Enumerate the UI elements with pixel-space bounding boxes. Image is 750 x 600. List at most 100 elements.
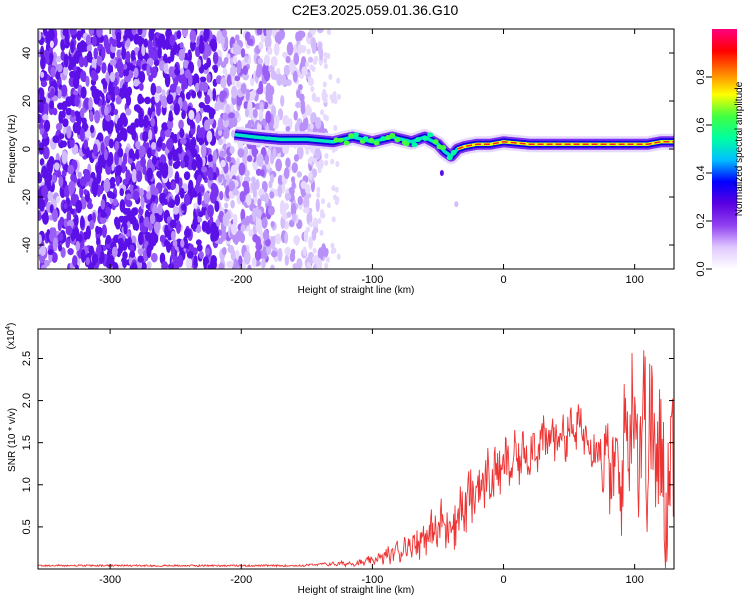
snr-y-ticks: 0.5 1.0 1.5 2.0 2.5 [21,351,674,535]
spectrogram-noise-cell [138,82,144,91]
spectrogram-noise-cell [69,114,77,123]
spectrogram-noise-cell [57,89,62,100]
spectrogram-noise-cell [116,117,123,131]
spectrogram-noise-cell [109,71,116,83]
spectrogram-noise-cell [165,29,171,39]
spectrogram-noise-cell [70,56,77,67]
spectrogram-noise-cell [238,162,246,176]
spectrogram-noise-cell [121,84,128,98]
spectrogram-noise-cell [101,224,108,238]
spectrogram-noise-cell [70,208,75,215]
spectrogram-noise-cell [305,226,310,233]
spectrogram-noise-cell [44,51,51,65]
spectrogram-noise-cell [49,40,54,48]
spectrogram-noise-cell [74,264,79,269]
spectrogram-noise-cell [50,87,55,98]
spectrogram-noise-cell [305,104,310,111]
spectrogram-noise-cell [92,255,99,264]
spectrogram-noise-cell [161,166,169,179]
spectrogram-noise-cell [100,199,106,210]
spectrogram-noise-cell [326,53,331,60]
spectrogram-y-tick-label: -40 [21,237,33,253]
colorbar-tick-label: 0.2 [695,213,707,228]
spectrogram-noise-cell [210,182,218,193]
ridge-blob [352,132,359,138]
spectrogram-noise-cell [195,239,202,246]
spectrogram-noise-cell [167,152,173,161]
spectrogram-noise-cell [198,137,205,146]
spectrogram-noise-cell [314,116,322,129]
colorbar-bar [712,29,737,269]
spectrogram-noise-cell [225,103,231,116]
spectrogram-noise-cell [217,117,224,132]
ridge-peak [457,141,674,150]
spectrogram-noise-cell [252,207,257,216]
spectrogram-noise-cell [122,63,128,70]
spectrogram-noise-cell [39,158,45,166]
spectrogram-noise-cell [180,159,186,169]
spectrogram-noise-cell [63,66,69,76]
spectrogram-noise-cell [41,171,47,179]
spectrogram-noise-cell [209,190,217,204]
spectrogram-noise-cell [284,202,289,211]
spectrogram-x-tick-label: 0 [500,274,506,286]
spectrogram-noise-cell [88,110,94,121]
spectrogram-noise-cell [233,110,240,119]
spectrogram-noise-cell [129,250,135,258]
spectrogram-noise-cell [100,141,105,155]
spectrogram-noise-cell [196,90,202,98]
spectrogram-noise-cell [103,149,108,161]
spectrogram-noise-cell [207,154,213,163]
spectrogram-noise-cell [172,149,178,157]
spectrogram-noise-cell [255,217,262,229]
spectrogram-noise-cell [65,107,73,116]
spectrogram-noise-cell [294,122,299,134]
spectrogram-noise-cell [165,241,172,253]
spectrogram-noise-cell [286,211,292,218]
spectrogram-noise-cell [166,137,174,151]
spectrogram-noise-cell [74,214,79,227]
spectrogram-noise-cell [310,37,317,50]
ridge-blob [343,140,350,146]
spectrogram-noise-cell [111,38,118,48]
spectrogram-noise-cell [334,186,339,193]
spectrogram-noise-cell [255,236,261,248]
spectrogram-noise-cell [140,156,146,168]
ridge-blob [348,133,355,139]
spectrogram-noise-cell [312,157,317,164]
spectrogram-noise-cell [53,162,60,171]
spectrogram-noise-cell [79,176,87,187]
spectrogram-noise-cell [213,64,219,73]
spectrogram-noise-cell [236,66,241,74]
spectrogram-noise-cell [99,216,107,224]
spectrogram-noise-cell [288,219,295,228]
spectrogram-noise-cell [275,233,282,245]
spectrogram-noise-cell [176,30,182,40]
spectrogram-noise-cell [57,102,64,110]
spectrogram-noise-cell [86,52,92,63]
spectrogram-noise-cell [251,257,257,268]
spectrogram-noise-cell [166,119,174,130]
spectrogram-noise-cell [131,128,137,141]
snr-x-tick-label: 0 [500,574,506,586]
spectrogram-noise-cell [161,89,166,98]
spectrogram-noise-cell [151,155,158,165]
spectrogram-noise-cell [182,59,190,69]
spectrogram-noise-cell [86,44,92,53]
spectrogram-noise-cell [175,220,181,234]
spectrogram-noise-cell [174,194,181,206]
spectrogram-noise-cell [336,77,341,84]
spectrogram-noise-cell [302,207,310,214]
spectrogram-noise-cell [115,96,122,105]
spectrogram-noise-cell [251,176,256,183]
spectrogram-noise-cell [150,117,156,128]
snr-x-tick-label: -200 [230,574,252,586]
spectrogram-noise-cell [126,125,133,134]
spectrogram-noise-cell [152,187,159,196]
spectrogram-noise-cell [154,93,160,103]
spectrogram-noise-cell [265,110,272,124]
spectrogram-noise-cell [243,250,251,265]
spectrogram-noise-cell [207,264,212,269]
spectrogram-noise-cell [198,41,205,54]
